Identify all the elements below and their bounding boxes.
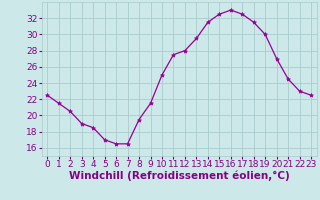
X-axis label: Windchill (Refroidissement éolien,°C): Windchill (Refroidissement éolien,°C) [69,171,290,181]
